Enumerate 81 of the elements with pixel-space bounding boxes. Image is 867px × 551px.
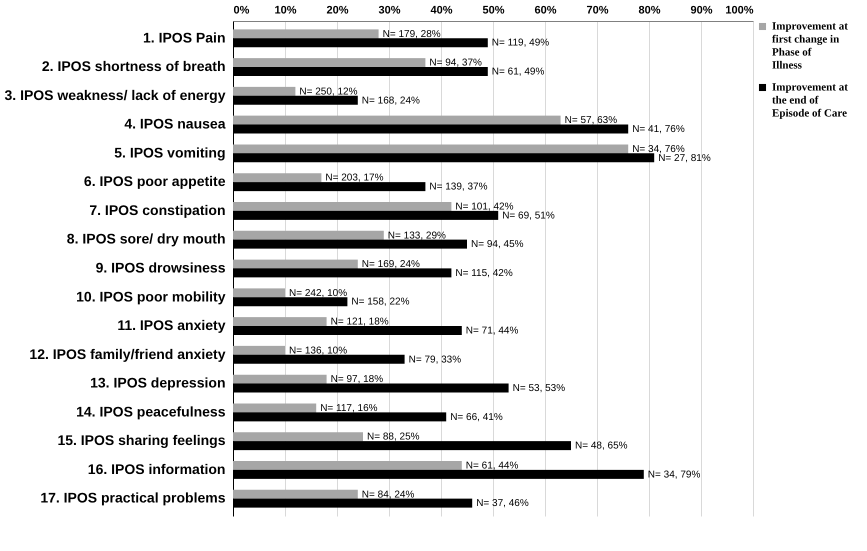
data-label: N= 71, 44%	[466, 325, 518, 336]
data-label: N= 133, 29%	[388, 230, 446, 242]
bar	[233, 490, 358, 499]
data-label: N= 41, 76%	[632, 124, 685, 136]
data-label: N= 250, 12%	[299, 86, 358, 98]
data-label: N= 117, 16%	[320, 402, 378, 414]
data-label: N= 94, 37%	[429, 58, 482, 69]
data-label: N= 242, 10%	[289, 288, 348, 299]
x-tick-label: 30%	[378, 4, 401, 16]
bar	[233, 288, 285, 298]
x-tick-label: 50%	[482, 4, 505, 16]
data-label: N= 69, 51%	[502, 210, 555, 222]
y-tick-label: 3. IPOS weakness/ lack of energy	[4, 86, 226, 103]
bar	[233, 230, 384, 240]
data-label: N= 37, 46%	[476, 498, 529, 510]
bar	[233, 116, 561, 125]
x-tick-label: 70%	[586, 4, 609, 16]
data-label: N= 179, 28%	[382, 28, 441, 40]
y-tick-label: 16. IPOS information	[88, 460, 226, 477]
legend-label: Improvement at the end of Episode of Care	[772, 82, 848, 120]
bar	[233, 432, 363, 442]
y-tick-label: 4. IPOS nausea	[124, 116, 226, 132]
y-tick-label: 8. IPOS sore/ dry mouth	[66, 230, 226, 247]
data-label: N= 61, 44%	[466, 460, 518, 472]
data-label: N= 158, 22%	[351, 296, 410, 308]
x-tick-label: 60%	[534, 4, 557, 16]
data-label: N= 203, 17%	[325, 172, 384, 184]
bar	[233, 29, 379, 38]
y-tick-label: 17. IPOS practical problems	[40, 490, 226, 506]
bar	[233, 461, 462, 470]
data-label: N= 139, 37%	[429, 182, 488, 193]
data-label: N= 115, 42%	[455, 268, 513, 279]
data-label: N= 34, 76%	[632, 144, 685, 155]
legend-label: Improvement at first change in Phase of Illness	[772, 20, 848, 72]
data-label: N= 57, 63%	[564, 115, 618, 126]
data-label: N= 168, 24%	[362, 95, 420, 106]
data-label: N= 66, 41%	[450, 412, 503, 423]
y-tick-label: 5. IPOS vomiting	[114, 144, 226, 160]
data-label: N= 97, 18%	[330, 374, 384, 386]
y-tick-label: 1. IPOS Pain	[143, 29, 226, 46]
data-label: N= 119, 49%	[492, 38, 550, 49]
y-tick-label: 15. IPOS sharing feelings	[57, 432, 226, 448]
y-tick-label: 2. IPOS shortness of breath	[42, 58, 226, 74]
data-label: N= 169, 24%	[362, 259, 420, 270]
bar	[233, 58, 426, 68]
data-label: N= 94, 45%	[471, 239, 524, 250]
data-label: N= 48, 65%	[575, 440, 628, 452]
y-tick-label: 6. IPOS poor appetite	[84, 173, 226, 190]
data-label: N= 27, 81%	[658, 152, 711, 164]
data-label: N= 53, 53%	[512, 383, 566, 394]
bar	[233, 374, 327, 384]
data-label: N= 121, 18%	[330, 316, 389, 328]
data-label: N= 34, 79%	[648, 469, 700, 480]
bar	[233, 86, 296, 96]
data-label: N= 61, 49%	[492, 66, 544, 78]
data-label: N= 79, 33%	[408, 354, 462, 366]
data-label: N= 84, 24%	[362, 489, 414, 500]
y-tick-label: 7. IPOS constipation	[89, 202, 226, 218]
bar	[233, 403, 316, 412]
x-tick-label: 40%	[430, 4, 453, 16]
bar	[233, 317, 327, 326]
x-tick-label: 0%	[234, 4, 250, 16]
x-tick-label: 100%	[725, 4, 754, 16]
bar	[233, 173, 322, 182]
x-tick-label: 90%	[690, 4, 713, 16]
bar	[233, 202, 452, 212]
data-label: N= 101, 42%	[455, 202, 514, 213]
bar	[233, 260, 358, 269]
data-label: N= 88, 25%	[367, 432, 420, 443]
y-tick-label: 9. IPOS drowsiness	[96, 260, 226, 276]
bar	[233, 144, 628, 154]
bar	[233, 346, 285, 355]
x-tick-label: 80%	[638, 4, 661, 16]
y-tick-label: 12. IPOS family/friend anxiety	[29, 346, 226, 362]
y-tick-label: 11. IPOS anxiety	[117, 317, 226, 334]
y-tick-label: 14. IPOS peacefulness	[76, 403, 226, 420]
x-tick-label: 20%	[326, 4, 349, 16]
data-label: N= 136, 10%	[289, 345, 348, 356]
x-tick-label: 10%	[274, 4, 297, 16]
y-tick-label: 10. IPOS poor mobility	[76, 288, 226, 304]
y-tick-label: 13. IPOS depression	[90, 374, 226, 391]
